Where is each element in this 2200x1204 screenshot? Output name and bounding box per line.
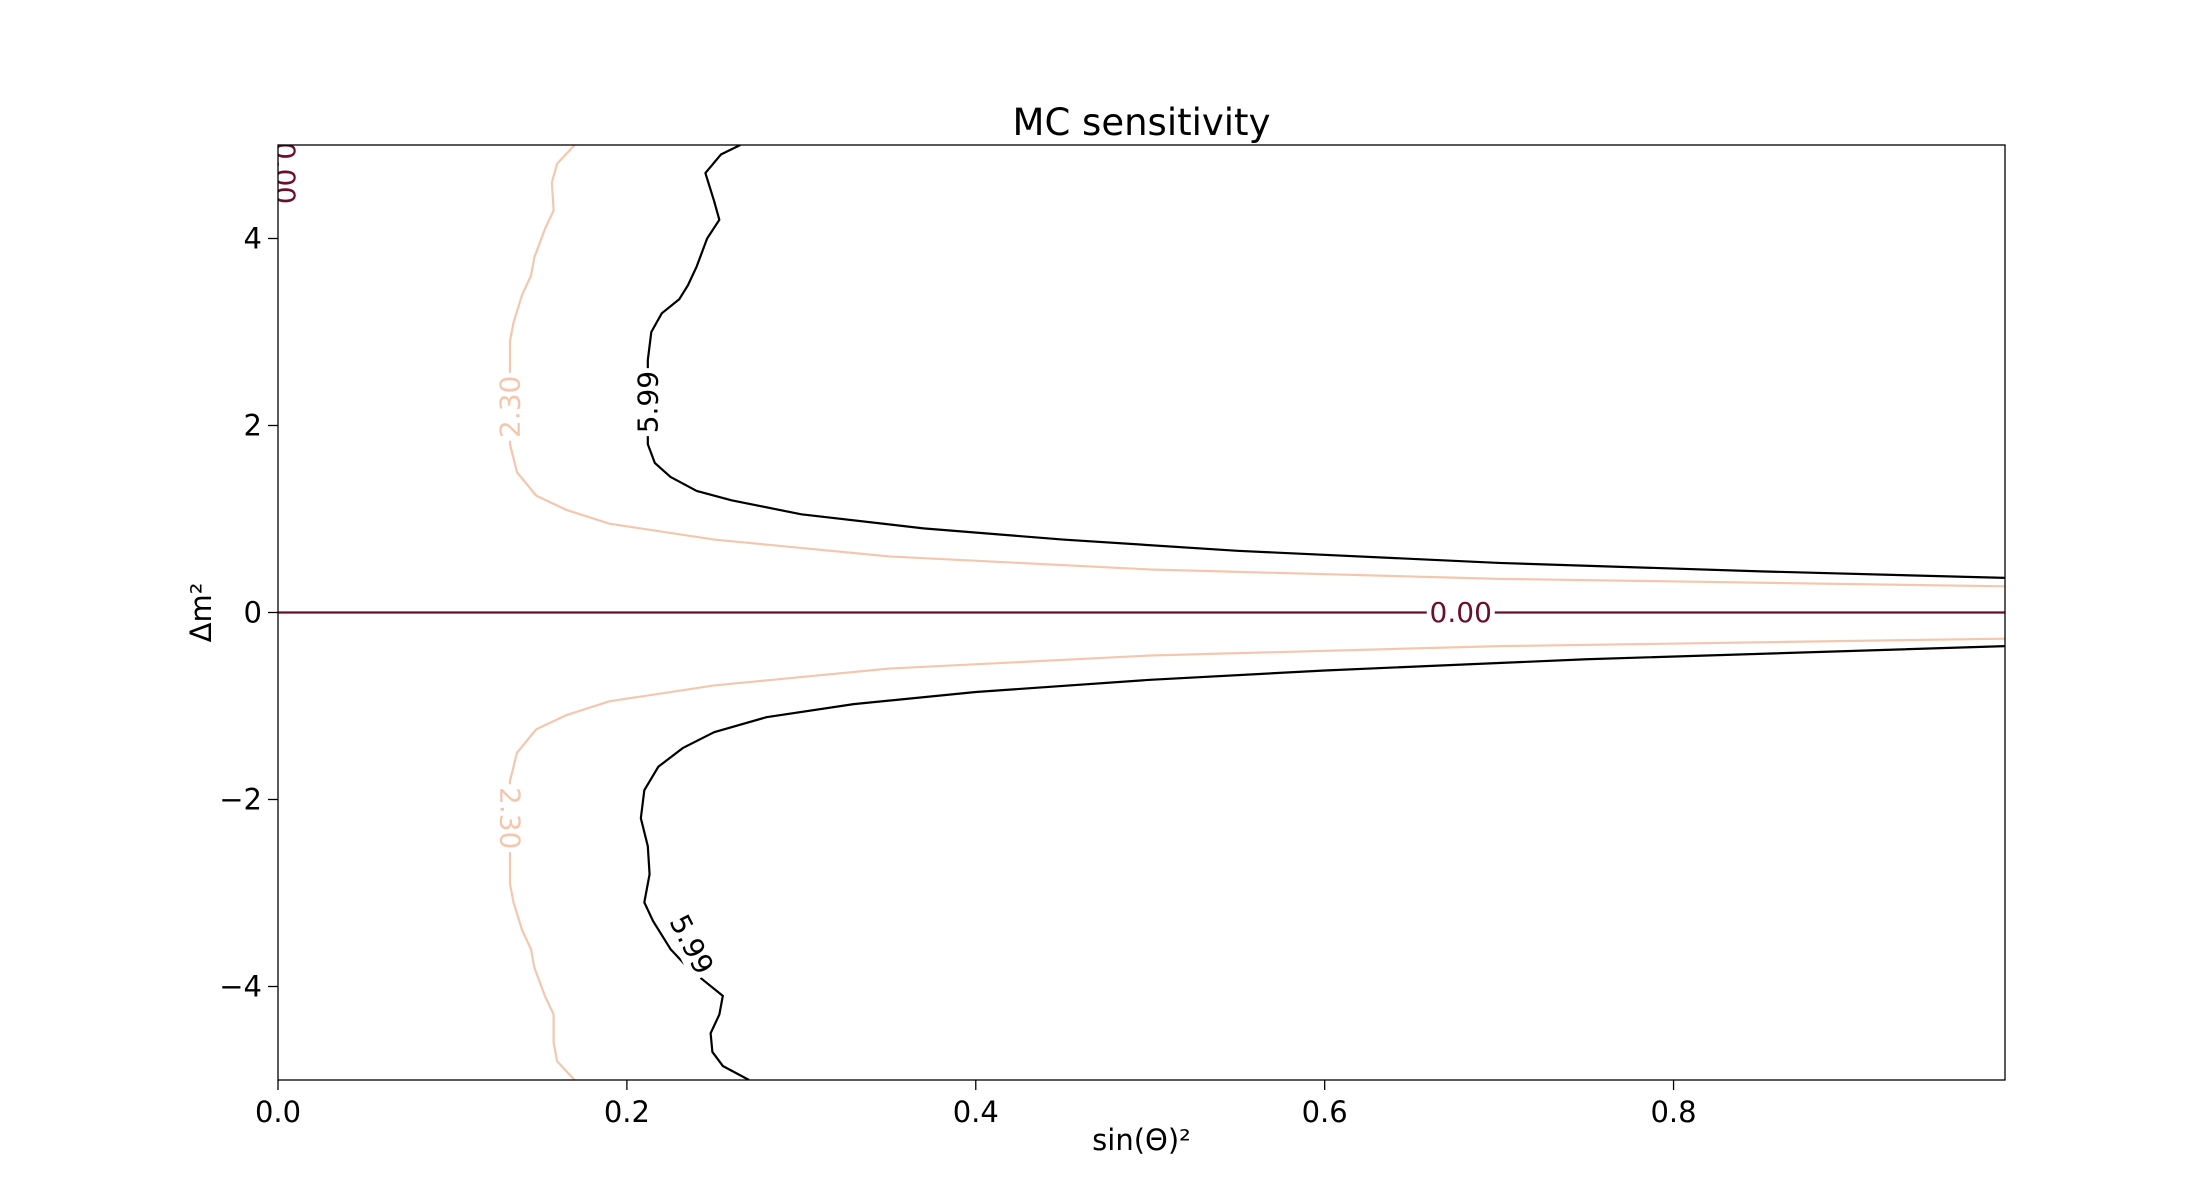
x-tick-label: 0.2 <box>604 1095 650 1129</box>
contour-label-background <box>494 372 527 441</box>
contour-label-group-2-30-1: 2.30 <box>494 784 527 853</box>
y-axis-label: Δm² <box>184 583 218 643</box>
contour-label: 2.30 <box>494 376 527 438</box>
y-tick-label: 0 <box>244 596 262 630</box>
contour-label: 0.00 <box>268 142 301 204</box>
x-axis-label: sin(Θ)² <box>1092 1123 1191 1157</box>
contour-label: 5.99 <box>631 371 664 433</box>
x-tick-label: 0.4 <box>953 1095 999 1129</box>
contour-label-background <box>278 145 301 208</box>
contour-label-group-5-99-0: 5.99 <box>631 368 664 437</box>
y-axis: −4 −2 0 2 4 <box>219 222 278 1004</box>
contour-label-background <box>661 906 722 982</box>
contour-label-group-2-30-0: 2.30 <box>494 372 527 441</box>
x-tick-label: 0.0 <box>255 1095 301 1129</box>
contour-line-2-30-1 <box>508 637 2005 1080</box>
y-tick-label: 4 <box>244 222 262 256</box>
contour-label-background <box>631 368 664 437</box>
contour-line-5-99-1 <box>639 645 2005 1080</box>
x-tick-label: 0.8 <box>1650 1095 1696 1129</box>
contour-label: 5.99 <box>663 909 721 980</box>
contour-line-5-99-0 <box>646 145 2005 579</box>
chart-title: MC sensitivity <box>1013 101 1271 144</box>
contour-label-layer: 0.00 0.00 2.30 2.30 5.99 5.99 <box>268 142 1495 982</box>
contour-label: 2.30 <box>494 787 527 849</box>
y-tick-label: −2 <box>219 783 262 817</box>
contour-label-group-5-99-1: 5.99 <box>661 906 722 982</box>
x-tick-label: 0.6 <box>1302 1095 1348 1129</box>
contour-label-group-0-00-1: 0.00 <box>268 142 301 208</box>
contour-label-background <box>1426 596 1495 629</box>
y-tick-label: 2 <box>244 409 262 443</box>
contour-label: 0.00 <box>1430 596 1492 629</box>
y-tick-label: −4 <box>219 970 262 1004</box>
contour-layer <box>278 145 2005 1080</box>
x-axis: 0.0 0.2 0.4 0.6 0.8 <box>255 1080 1697 1129</box>
contour-label-group-0-00-0: 0.00 <box>1426 596 1495 629</box>
contour-label-background <box>494 784 527 853</box>
contour-line-2-30-0 <box>508 145 2005 588</box>
